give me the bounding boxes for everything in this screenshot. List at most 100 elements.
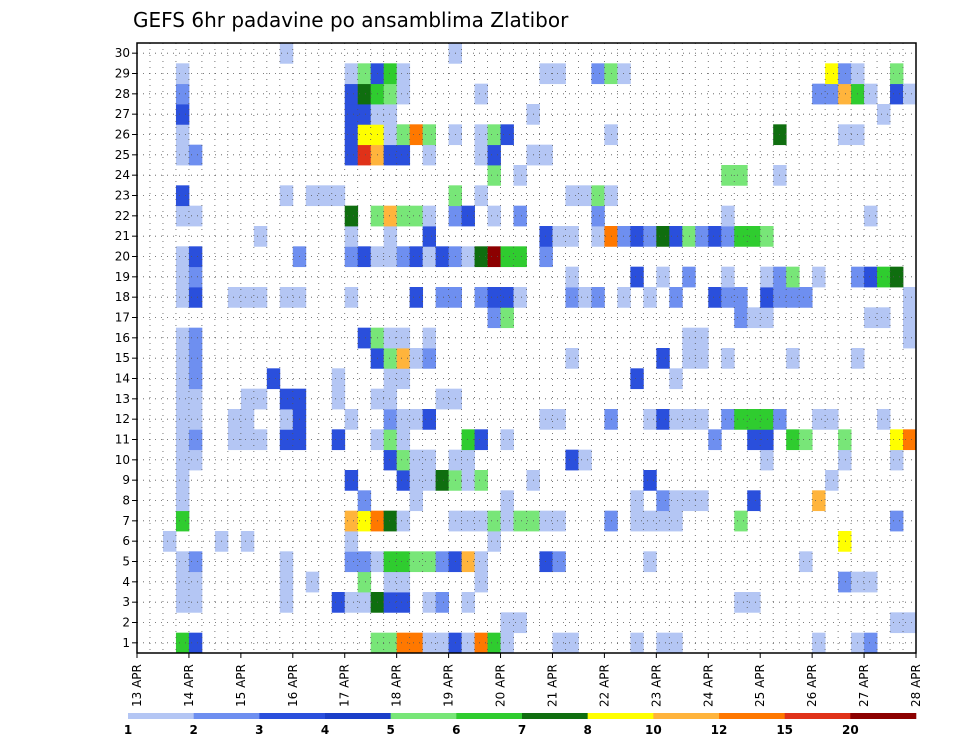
legend-swatch (784, 713, 851, 719)
heatmap-cell (721, 165, 735, 186)
legend-label: 2 (189, 723, 197, 737)
heatmap-cell (825, 83, 839, 105)
heatmap-cell (656, 632, 670, 654)
heatmap-cell (825, 63, 839, 85)
y-tick-label: 5 (122, 555, 130, 569)
y-axis-ticks: 1234567891011121314151617181920212223242… (115, 46, 137, 650)
heatmap-cell (253, 429, 268, 451)
y-tick-label: 21 (115, 229, 130, 243)
heatmap-cell (864, 205, 878, 227)
heatmap-cell (643, 226, 657, 247)
heatmap-cell (812, 266, 826, 288)
heatmap-cell (734, 510, 748, 532)
heatmap-cell (383, 571, 398, 593)
heatmap-cell (474, 83, 488, 105)
heatmap-cell (357, 551, 372, 573)
heatmap-cell (552, 551, 566, 573)
heatmap-cell (760, 226, 774, 247)
y-tick-label: 14 (115, 372, 130, 386)
heatmap-cell (539, 144, 553, 166)
heatmap-cell (513, 205, 527, 227)
heatmap-cell (877, 409, 891, 430)
heatmap-cell (474, 510, 488, 532)
heatmap-cell (578, 185, 592, 207)
heatmap-cell (344, 205, 359, 227)
heatmap-cell (409, 124, 424, 146)
y-tick-label: 30 (115, 46, 130, 60)
heatmap-cell (188, 287, 203, 308)
x-tick-label: 25 APR (753, 664, 767, 707)
heatmap-cell (383, 205, 398, 227)
heatmap-cell (422, 124, 437, 146)
heatmap-cell (383, 83, 398, 105)
legend-label: 20 (842, 723, 859, 737)
heatmap-cell (682, 490, 696, 512)
heatmap-cell (669, 510, 683, 532)
heatmap-cell (838, 429, 852, 451)
heatmap-cell (539, 246, 553, 268)
heatmap-cell (552, 226, 566, 247)
y-tick-label: 9 (122, 473, 130, 487)
heatmap-cell (344, 226, 359, 247)
heatmap-cell (734, 226, 748, 247)
heatmap-cell (591, 226, 605, 247)
legend-label: 3 (255, 723, 263, 737)
heatmap-cell (175, 490, 190, 512)
heatmap-cell (383, 246, 398, 268)
heatmap-cell (383, 368, 398, 390)
heatmap-cell (786, 287, 800, 308)
heatmap-cell (500, 490, 514, 512)
heatmap-cell (344, 409, 359, 430)
heatmap-cell (422, 551, 437, 573)
heatmap-cell (890, 429, 904, 451)
heatmap-cell (279, 592, 294, 613)
heatmap-cell (331, 368, 346, 390)
heatmap-cell (669, 632, 683, 654)
y-tick-label: 6 (122, 534, 130, 548)
heatmap-cell (903, 307, 917, 329)
heatmap-cell (721, 348, 735, 369)
heatmap-cell (396, 63, 411, 85)
heatmap-cell (175, 266, 190, 288)
heatmap-cell (578, 287, 592, 308)
heatmap-cell (253, 287, 268, 308)
heatmap-cell (357, 571, 372, 593)
heatmap-cell (760, 287, 774, 308)
heatmap-cell (474, 287, 488, 308)
heatmap-cell (812, 632, 826, 654)
heatmap-cell (903, 612, 917, 634)
heatmap-cell (487, 165, 501, 186)
heatmap-cell (747, 490, 761, 512)
heatmap-cell (435, 592, 449, 613)
heatmap-cell (474, 571, 488, 593)
heatmap-cell (383, 104, 398, 125)
heatmap-cell (396, 449, 411, 471)
legend-swatch (390, 713, 457, 719)
legend-label: 8 (583, 723, 591, 737)
heatmap-cell (643, 551, 657, 573)
heatmap-cell (890, 449, 904, 471)
heatmap-cell (461, 429, 475, 451)
heatmap-cell (461, 246, 475, 268)
heatmap-cell (175, 409, 190, 430)
heatmap-cell (877, 104, 891, 125)
heatmap-cell (578, 449, 592, 471)
x-tick-label: 16 APR (286, 664, 300, 707)
heatmap-cell (409, 409, 424, 430)
heatmap-cell (513, 510, 527, 532)
heatmap-cell (383, 226, 398, 247)
heatmap-cell (487, 510, 501, 532)
legend-swatch (653, 713, 720, 719)
heatmap-cell (812, 409, 826, 430)
heatmap-cell (812, 490, 826, 512)
heatmap-cell (383, 592, 398, 613)
y-tick-label: 20 (115, 250, 130, 264)
heatmap-cell (279, 43, 294, 64)
y-tick-label: 22 (115, 209, 130, 223)
heatmap-cell (786, 429, 800, 451)
heatmap-cell (188, 348, 203, 369)
heatmap-cell (552, 510, 566, 532)
heatmap-cell (474, 470, 488, 491)
heatmap-cell (890, 612, 904, 634)
